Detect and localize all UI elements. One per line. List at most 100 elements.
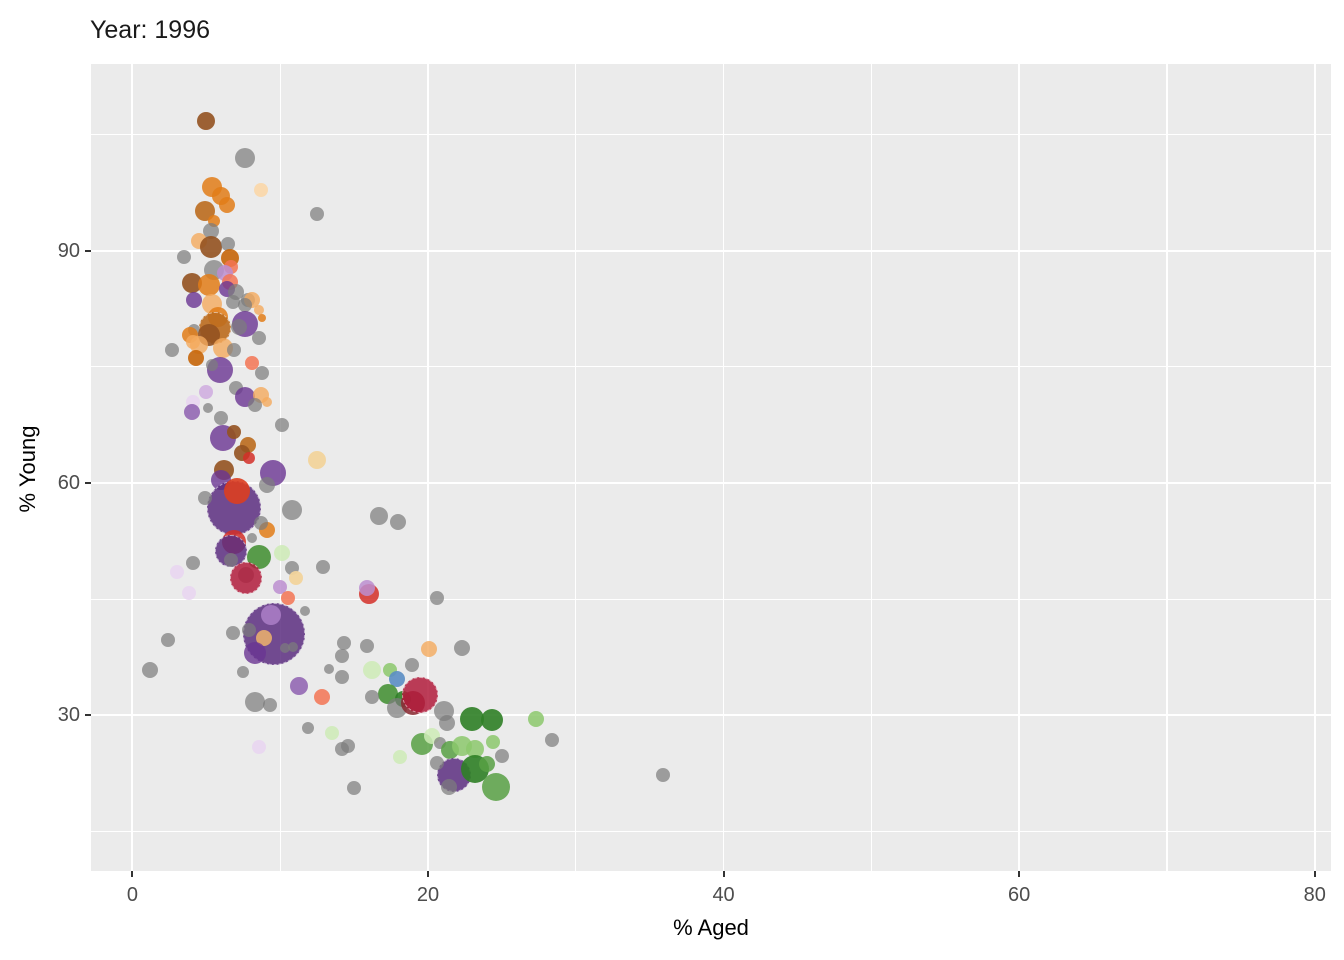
data-point <box>439 715 456 732</box>
data-point <box>479 756 496 773</box>
data-point <box>323 663 334 674</box>
x-major-gridline <box>427 64 429 871</box>
data-point <box>245 355 260 370</box>
data-point <box>494 749 509 764</box>
data-point <box>229 561 262 594</box>
data-point <box>169 565 184 580</box>
data-point <box>186 292 203 309</box>
plot-title: Year: 1996 <box>90 16 211 44</box>
x-major-gridline <box>1313 64 1316 871</box>
y-axis-title: % Young <box>15 425 40 513</box>
data-point <box>347 781 362 796</box>
data-point <box>288 642 299 653</box>
x-tick-label: 20 <box>416 884 440 906</box>
data-point <box>218 196 235 213</box>
y-minor-gridline <box>91 831 1331 833</box>
x-tick-mark <box>426 871 429 877</box>
data-point <box>388 670 405 687</box>
data-point <box>261 396 272 407</box>
data-point <box>181 585 196 600</box>
x-major-gridline <box>722 64 725 871</box>
data-point <box>335 669 350 684</box>
data-point <box>248 397 263 412</box>
data-point <box>274 417 289 432</box>
data-point <box>335 648 350 663</box>
x-tick-label: 60 <box>1008 884 1031 906</box>
x-tick-mark <box>1018 871 1021 877</box>
data-point <box>245 692 266 713</box>
data-point <box>177 249 192 264</box>
y-tick-label: 90 <box>57 239 80 262</box>
data-point <box>227 424 242 439</box>
data-point <box>273 544 290 561</box>
data-point <box>160 633 175 648</box>
y-tick-mark <box>85 249 91 252</box>
data-point <box>359 579 376 596</box>
data-point <box>237 665 250 678</box>
data-point <box>336 635 351 650</box>
data-point <box>255 629 272 646</box>
data-point <box>279 642 290 653</box>
data-point <box>187 350 204 367</box>
data-point <box>202 223 219 240</box>
data-point <box>370 506 389 525</box>
data-point <box>324 726 339 741</box>
data-point <box>289 571 304 586</box>
x-tick-label: 0 <box>126 884 138 906</box>
data-point <box>466 739 485 758</box>
data-point <box>253 516 268 531</box>
x-major-gridline <box>1018 64 1021 871</box>
y-tick-label: 30 <box>57 704 80 727</box>
y-major-gridline <box>91 714 1331 717</box>
data-point <box>237 297 252 312</box>
data-point <box>197 490 212 505</box>
data-point <box>440 779 457 796</box>
data-point <box>273 579 288 594</box>
data-point <box>300 605 311 616</box>
data-point <box>480 708 503 731</box>
data-point <box>280 590 295 605</box>
x-tick-mark <box>1313 871 1316 877</box>
x-minor-gridline <box>1166 64 1168 871</box>
data-point <box>183 403 200 420</box>
data-point <box>313 688 330 705</box>
plot-panel <box>91 64 1331 871</box>
data-point <box>224 477 251 504</box>
data-point <box>227 342 242 357</box>
data-point <box>230 319 247 336</box>
x-axis-title: % Aged <box>673 915 749 940</box>
y-major-gridline <box>91 482 1331 484</box>
data-point <box>181 273 202 294</box>
data-point <box>290 676 309 695</box>
data-point <box>199 235 222 258</box>
data-point <box>362 660 381 679</box>
data-point <box>392 750 407 765</box>
data-point <box>244 641 267 664</box>
data-point <box>421 640 438 657</box>
y-minor-gridline <box>91 133 1331 136</box>
data-point <box>252 740 267 755</box>
y-tick-mark <box>85 714 91 717</box>
data-point <box>360 639 375 654</box>
data-point <box>242 623 257 638</box>
data-point <box>225 626 240 641</box>
data-point <box>198 274 221 297</box>
data-point <box>460 707 485 732</box>
data-point <box>429 755 444 770</box>
x-minor-gridline <box>870 64 872 871</box>
data-point <box>545 733 560 748</box>
data-point <box>402 676 439 713</box>
data-point <box>302 721 315 734</box>
data-point <box>253 183 268 198</box>
y-minor-gridline <box>91 366 1331 368</box>
data-point <box>225 294 240 309</box>
x-tick-mark <box>131 871 134 877</box>
data-point <box>453 639 470 656</box>
data-point <box>655 767 670 782</box>
data-point <box>197 111 216 130</box>
data-point <box>527 711 544 728</box>
data-point <box>247 532 258 543</box>
data-point <box>486 734 500 749</box>
data-point <box>429 590 444 605</box>
